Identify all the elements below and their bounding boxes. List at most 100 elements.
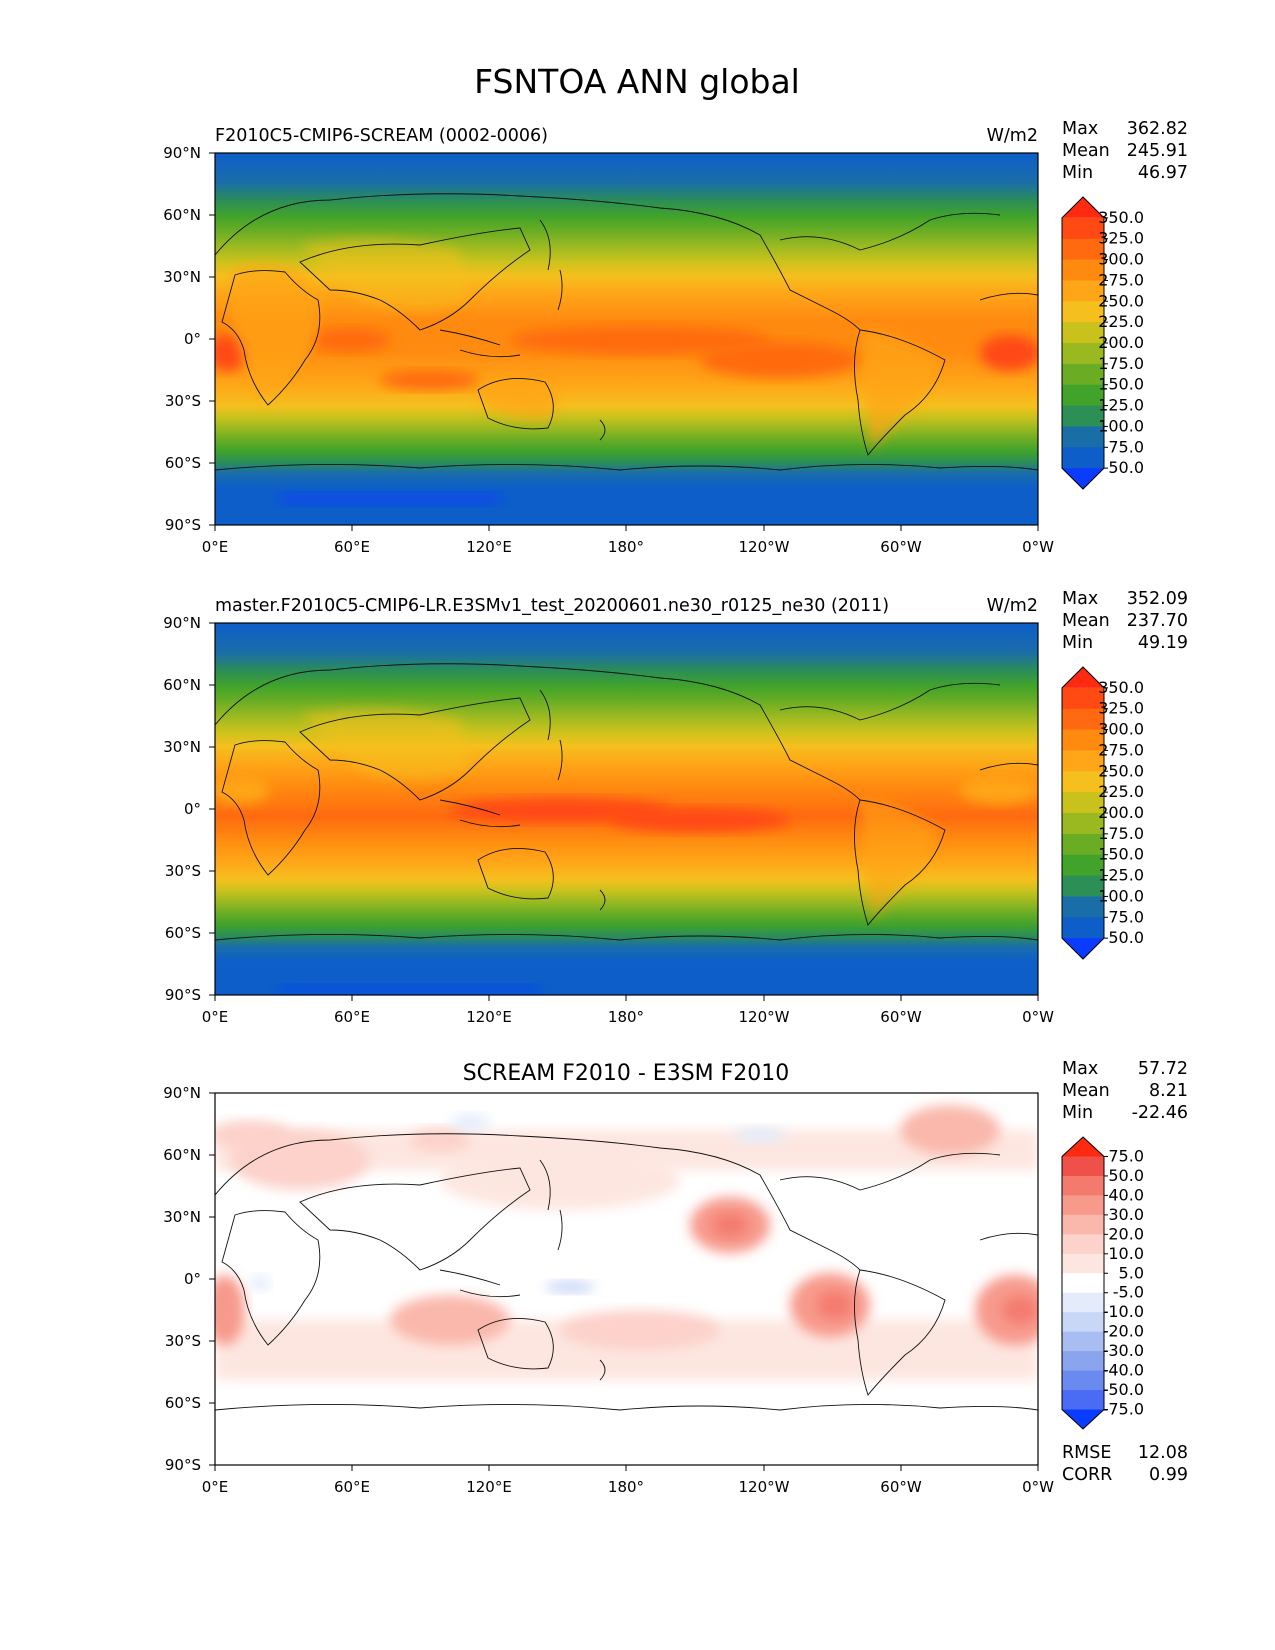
colorbar-level-label: 275.0 (1098, 740, 1144, 759)
panel-3-map (215, 1093, 1038, 1465)
panel-1-lon-label: 120°E (466, 538, 512, 556)
colorbar-segment (1062, 813, 1104, 835)
colorbar-level-label: -30.0 (1103, 1341, 1144, 1360)
panel-1-stats: Max 362.82 Mean 245.91 Min 46.97 (1062, 119, 1188, 183)
figure-title: FSNTOA ANN global (474, 62, 800, 101)
panel-3-lon-label: 0°W (1022, 1478, 1054, 1496)
panel-2-lon-label: 120°E (466, 1008, 512, 1026)
panel-2-lon-label: 60°E (334, 1008, 370, 1026)
panel-3-colorbar: 75.050.040.030.020.010.05.0-5.0-10.0-20.… (1061, 1136, 1144, 1430)
colorbar-segment (1062, 405, 1104, 427)
stat-value: 12.08 (1138, 1443, 1188, 1463)
panel-3-lat-label: 30°N (163, 1208, 201, 1226)
colorbar-segment (1062, 1175, 1104, 1196)
colorbar-segment (1062, 792, 1104, 814)
colorbar-level-label: 225.0 (1098, 312, 1144, 331)
panel-2-title-left: master.F2010C5-CMIP6-LR.E3SMv1_test_2020… (215, 596, 889, 616)
colorbar-segment (1062, 1370, 1104, 1391)
stat-value: 46.97 (1138, 163, 1188, 183)
colorbar-level-label: 275.0 (1098, 270, 1144, 289)
colorbar-level-label: 250.0 (1098, 761, 1144, 780)
panel-3-title: SCREAM F2010 - E3SM F2010 (463, 1061, 790, 1086)
colorbar-level-label: 5.0 (1119, 1263, 1144, 1282)
colorbar-level-label: 30.0 (1108, 1205, 1144, 1224)
panel-1-lat-label: 60°S (165, 454, 201, 472)
colorbar-segment (1062, 875, 1104, 897)
panel-2-lat-label: 0° (184, 800, 201, 818)
colorbar-extend-max (1062, 197, 1104, 218)
stat-label: Min (1062, 163, 1093, 183)
panel-1-lat-label: 90°N (163, 144, 201, 162)
stat-label: Mean (1062, 611, 1110, 631)
stat-label: Mean (1062, 1081, 1110, 1101)
colorbar-level-label: 10.0 (1108, 1244, 1144, 1263)
panel-test: F2010C5-CMIP6-SCREAM (0002-0006) W/m2 (163, 119, 1188, 556)
panel-2-map (215, 623, 1038, 995)
colorbar-segment (1062, 771, 1104, 793)
colorbar-segment (1062, 917, 1104, 939)
panel-2-lon-label: 180° (608, 1008, 644, 1026)
colorbar-segment (1062, 896, 1104, 918)
colorbar-segment (1062, 1273, 1104, 1294)
panel-1-lat-label: 60°N (163, 206, 201, 224)
colorbar-extend-min (1062, 468, 1104, 489)
panel-1-lat-label: 30°S (165, 392, 201, 410)
colorbar-level-label: 75.0 (1108, 907, 1144, 926)
colorbar-level-label: 75.0 (1108, 1146, 1144, 1165)
colorbar-segment (1062, 708, 1104, 731)
colorbar-segment (1062, 259, 1104, 281)
panel-1-title-left: F2010C5-CMIP6-SCREAM (0002-0006) (215, 126, 548, 146)
colorbar-level-label: -40.0 (1103, 1361, 1144, 1380)
stat-value: 49.19 (1138, 633, 1188, 653)
colorbar-segment (1062, 1390, 1104, 1411)
panel-2-lat-label: 90°S (165, 986, 201, 1004)
stat-label: Mean (1062, 141, 1110, 161)
panel-3-lon-label: 120°E (466, 1478, 512, 1496)
colorbar-segment (1062, 1351, 1104, 1372)
panel-3-stats: Max 57.72 Mean 8.21 Min -22.46 (1062, 1059, 1188, 1123)
stat-value: 8.21 (1149, 1081, 1188, 1101)
colorbar-extend-max (1062, 1137, 1104, 1157)
colorbar-level-label: 100.0 (1098, 886, 1144, 905)
stat-value: 0.99 (1149, 1465, 1188, 1485)
colorbar-level-label: 300.0 (1098, 250, 1144, 269)
stat-label: Max (1062, 119, 1098, 139)
colorbar-segment (1062, 238, 1104, 261)
colorbar-level-label: 125.0 (1098, 396, 1144, 415)
colorbar-level-label: 50.0 (1108, 458, 1144, 477)
panel-2-units: W/m2 (987, 596, 1038, 616)
colorbar-level-label: 350.0 (1098, 678, 1144, 697)
colorbar-segment (1062, 1292, 1104, 1313)
panel-2-lon-label: 120°W (739, 1008, 790, 1026)
panel-3-lat-label: 60°N (163, 1146, 201, 1164)
stat-value: -22.46 (1132, 1103, 1188, 1123)
colorbar-segment (1062, 1156, 1104, 1177)
colorbar-segment (1062, 384, 1104, 407)
stat-value: 362.82 (1127, 119, 1188, 139)
panel-3-footer-stats: RMSE 12.08 CORR 0.99 (1062, 1443, 1188, 1485)
colorbar-level-label: 200.0 (1098, 803, 1144, 822)
colorbar-level-label: 350.0 (1098, 208, 1144, 227)
panel-1-lon-label: 60°E (334, 538, 370, 556)
colorbar-segment (1062, 833, 1104, 856)
panel-2-lat-label: 90°N (163, 614, 201, 632)
colorbar-level-label: 20.0 (1108, 1224, 1144, 1243)
panel-3-lon-label: 180° (608, 1478, 644, 1496)
stat-value: 245.91 (1127, 141, 1188, 161)
panel-1-lon-label: 0°W (1022, 538, 1054, 556)
panel-3-lon-label: 60°E (334, 1478, 370, 1496)
colorbar-segment (1062, 280, 1104, 302)
panel-2-lon-label: 60°W (880, 1008, 922, 1026)
panel-1-lon-label: 120°W (739, 538, 790, 556)
panel-3-lat-label: 90°N (163, 1084, 201, 1102)
colorbar-level-label: 125.0 (1098, 866, 1144, 885)
panel-2-lat-label: 60°N (163, 676, 201, 694)
colorbar-level-label: 250.0 (1098, 291, 1144, 310)
colorbar-level-label: 175.0 (1098, 354, 1144, 373)
colorbar-level-label: 50.0 (1108, 928, 1144, 947)
panel-3-lat-label: 60°S (165, 1394, 201, 1412)
colorbar-level-label: 75.0 (1108, 437, 1144, 456)
panel-2-stats: Max 352.09 Mean 237.70 Min 49.19 (1062, 589, 1188, 653)
colorbar-level-label: 325.0 (1098, 699, 1144, 718)
